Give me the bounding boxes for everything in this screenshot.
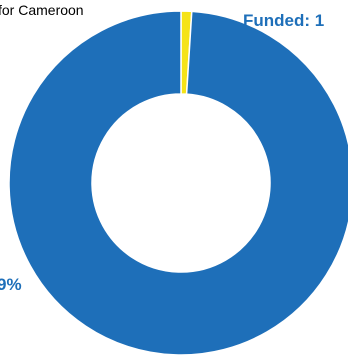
chart-title: for Cameroon [0,2,84,18]
donut-slices [8,10,348,356]
slice-label-funded: Funded: 1 [243,11,324,30]
slice-label-unfunded: 9% [0,275,22,294]
donut-slice-unfunded [8,10,348,356]
